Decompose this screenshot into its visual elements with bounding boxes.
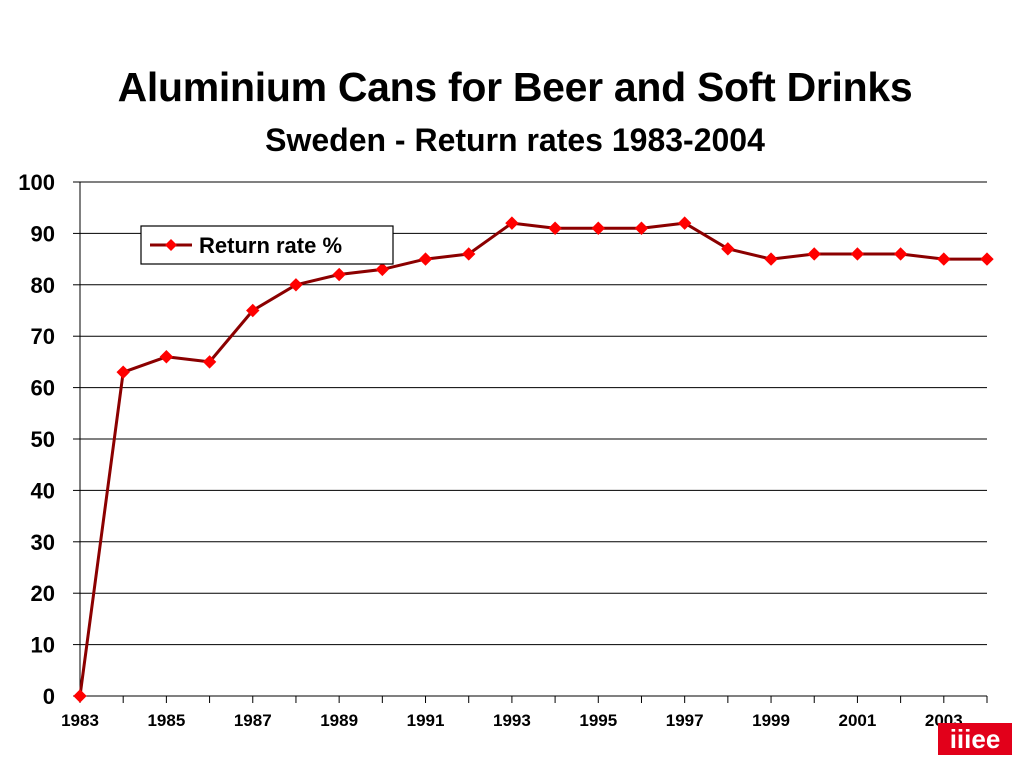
chart-title: Aluminium Cans for Beer and Soft Drinks: [117, 64, 913, 110]
y-tick-label: 10: [31, 633, 55, 658]
data-point: [548, 221, 562, 235]
legend: Return rate %: [140, 225, 394, 265]
x-tick-label: 2001: [839, 711, 877, 730]
axes: [73, 181, 988, 703]
data-point: [462, 247, 476, 261]
x-tick-label: 1987: [234, 711, 272, 730]
y-tick-label: 70: [31, 324, 55, 349]
y-tick-label: 0: [43, 684, 55, 709]
data-point: [893, 247, 908, 261]
y-tick-label: 40: [31, 478, 55, 503]
y-tick-label: 20: [31, 581, 55, 606]
x-tick-label: 1985: [147, 711, 185, 730]
data-point: [721, 242, 735, 256]
data-point: [418, 252, 433, 266]
data-point: [937, 252, 951, 266]
x-tick-label: 1991: [407, 711, 445, 730]
data-point: [807, 247, 821, 261]
data-point: [159, 350, 174, 364]
x-tick-labels: 1983 1985 1987 1989 1991 1993 1995 1997 1999 2001…: [61, 711, 963, 730]
legend-marker-swatch: [165, 239, 177, 251]
y-tick-label: 90: [31, 221, 55, 246]
data-point: [591, 221, 605, 235]
legend-label: Return rate %: [199, 233, 342, 258]
series-return-rate: [73, 216, 994, 703]
y-tick-label: 30: [31, 530, 55, 555]
data-point: [375, 262, 390, 277]
x-tick-label: 1989: [320, 711, 358, 730]
chart-subtitle: Sweden - Return rates 1983-2004: [265, 122, 765, 158]
y-tick-label: 100: [18, 170, 55, 195]
data-point: [116, 365, 130, 379]
gridlines: [80, 181, 987, 646]
x-tick-label: 1993: [493, 711, 531, 730]
data-point: [289, 278, 303, 292]
x-tick-label: 1999: [752, 711, 790, 730]
data-point: [332, 267, 346, 282]
data-point: [634, 221, 649, 235]
x-tick-label: 1997: [666, 711, 704, 730]
y-tick-label: 50: [31, 427, 55, 452]
data-point: [850, 247, 865, 261]
series-line-return-rate: [78, 221, 987, 697]
data-point: [980, 252, 994, 266]
iiiee-logo: iiiee: [938, 723, 1012, 755]
data-point: [73, 689, 87, 703]
x-tick-label: 1983: [61, 711, 99, 730]
data-point: [505, 216, 519, 230]
data-point: [246, 303, 260, 318]
x-tick-label: 1995: [579, 711, 617, 730]
y-tick-labels: 0 10 20 30 40 50 60 70 80 90 100: [18, 170, 55, 709]
data-point: [677, 216, 692, 230]
data-point: [764, 252, 778, 266]
y-tick-label: 60: [31, 376, 55, 401]
data-point: [202, 355, 217, 369]
y-tick-label: 80: [31, 273, 55, 298]
